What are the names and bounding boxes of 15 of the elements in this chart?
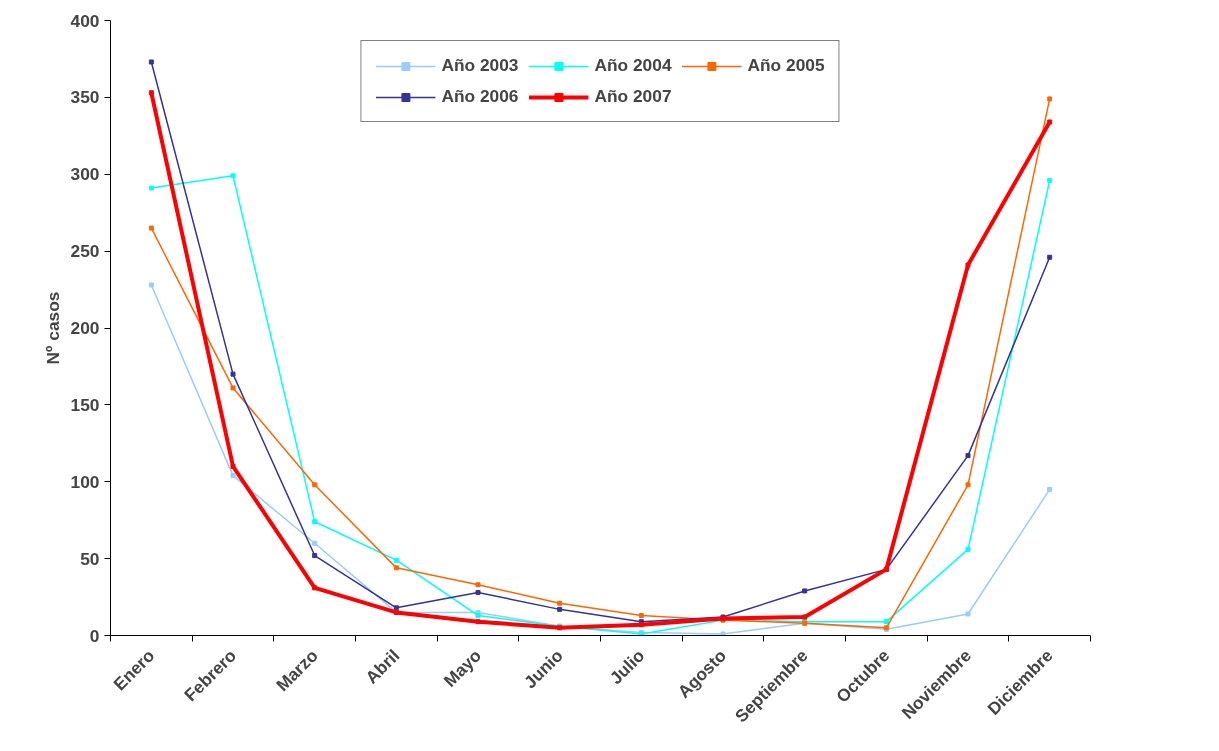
y-axis-title: Nº casos — [42, 291, 63, 365]
legend-label: Año 2005 — [747, 55, 825, 76]
legend-label: Año 2004 — [594, 55, 672, 76]
y-tick-label: 0 — [89, 625, 100, 646]
y-tick-label: 250 — [70, 241, 100, 262]
y-tick-label: 300 — [70, 164, 100, 185]
y-tick-label: 50 — [80, 548, 100, 569]
y-tick-label: 350 — [70, 87, 100, 108]
legend-label: Año 2007 — [594, 86, 672, 107]
y-tick-label: 100 — [70, 471, 100, 492]
y-tick-label: 200 — [70, 318, 100, 338]
y-tick-label: 150 — [70, 394, 100, 415]
y-tick-label: 400 — [70, 10, 100, 31]
legend-label: Año 2006 — [441, 86, 519, 107]
legend-label: Año 2003 — [441, 55, 519, 76]
